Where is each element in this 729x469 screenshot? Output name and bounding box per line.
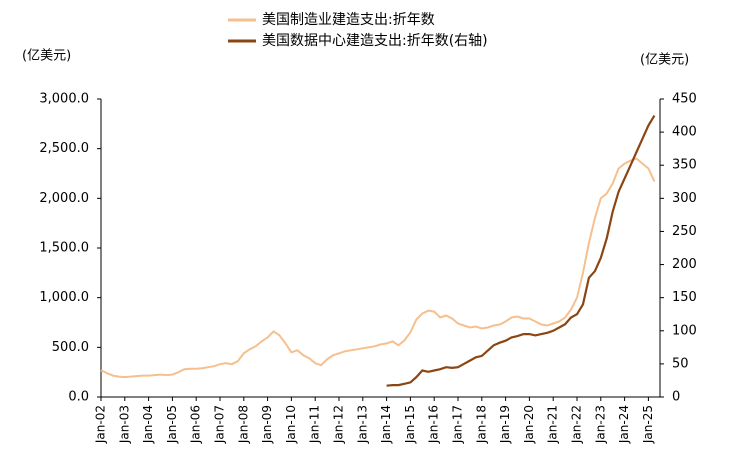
- x-tick-label: Jan-17: [451, 405, 465, 444]
- y-tick-label: 3,000.0: [39, 92, 89, 107]
- y-tick-label: 1,500.0: [39, 241, 89, 256]
- legend-label: 美国制造业建造支出:折年数: [262, 12, 435, 28]
- x-tick-label: Jan-23: [593, 405, 607, 444]
- x-tick-label: Jan-03: [117, 405, 131, 444]
- legend-label: 美国数据中心建造支出:折年数(右轴): [262, 33, 488, 49]
- x-tick-label: Jan-15: [403, 405, 417, 444]
- y2-tick-label: 0: [672, 390, 680, 405]
- y2-tick-label: 200: [672, 257, 697, 272]
- x-tick-label: Jan-25: [641, 405, 655, 444]
- y2-tick-label: 250: [672, 224, 697, 239]
- x-tick-label: Jan-21: [546, 405, 560, 444]
- series-line: [100, 157, 656, 379]
- y2-tick-label: 150: [672, 290, 697, 305]
- x-tick-label: Jan-12: [332, 405, 346, 444]
- x-tick-label: Jan-20: [522, 405, 536, 444]
- x-tick-label: Jan-02: [94, 405, 108, 444]
- y-tick-label: 500.0: [52, 340, 89, 355]
- x-tick-label: Jan-07: [213, 405, 227, 444]
- x-tick-label: Jan-09: [260, 405, 274, 444]
- y-tick-label: 0.0: [68, 390, 89, 405]
- x-tick-label: Jan-10: [284, 405, 298, 444]
- y-axis-label: (亿美元): [22, 49, 71, 64]
- y-tick-label: 2,500.0: [39, 141, 89, 156]
- y-tick-label: 1,000.0: [39, 290, 89, 305]
- x-tick-label: Jan-19: [498, 405, 512, 444]
- x-tick-label: Jan-05: [165, 405, 179, 444]
- y2-tick-label: 300: [672, 191, 697, 206]
- x-tick-label: Jan-06: [189, 405, 203, 444]
- y2-axis-label: (亿美元): [640, 53, 689, 68]
- x-tick-label: Jan-24: [617, 405, 631, 444]
- x-tick-label: Jan-08: [236, 405, 250, 444]
- x-tick-label: Jan-16: [427, 405, 441, 444]
- y2-tick-label: 400: [672, 125, 697, 140]
- y2-tick-label: 100: [672, 323, 697, 338]
- x-tick-label: Jan-22: [570, 405, 584, 444]
- y2-tick-label: 350: [672, 158, 697, 173]
- x-tick-label: Jan-18: [474, 405, 488, 444]
- x-tick-label: Jan-04: [141, 405, 155, 444]
- x-tick-label: Jan-14: [379, 405, 393, 444]
- x-tick-label: Jan-11: [308, 405, 322, 444]
- x-tick-label: Jan-13: [355, 405, 369, 444]
- y2-tick-label: 450: [672, 92, 697, 107]
- series-line: [386, 115, 656, 387]
- y-tick-label: 2,000.0: [39, 191, 89, 206]
- y2-tick-label: 50: [672, 356, 689, 371]
